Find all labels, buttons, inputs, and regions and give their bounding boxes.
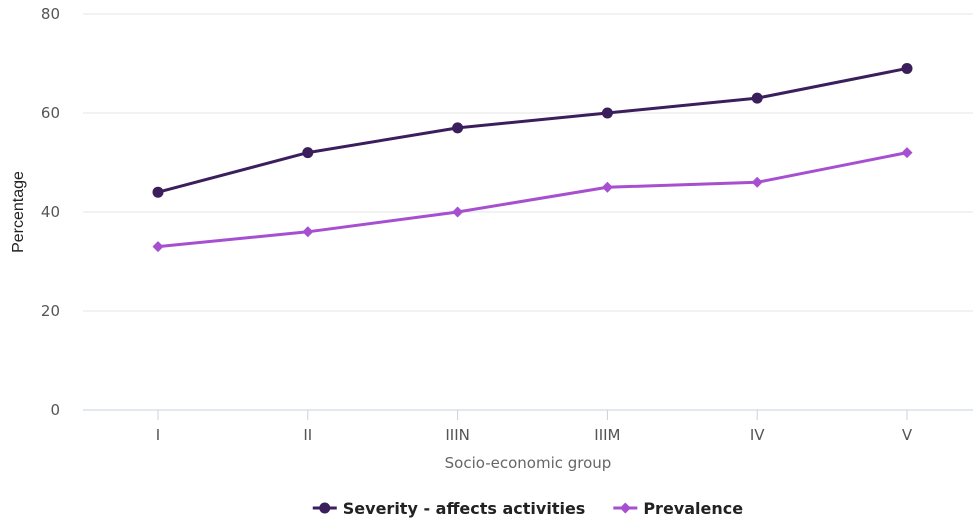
series-line — [156, 66, 909, 194]
x-tick-label: II — [303, 426, 312, 444]
data-point — [601, 181, 613, 193]
series-1 — [152, 62, 913, 198]
x-tick-label: IIIM — [594, 426, 620, 444]
legend-marker — [619, 502, 631, 514]
data-point — [601, 107, 613, 119]
y-tick-label: 60 — [41, 104, 60, 122]
series-line — [156, 151, 909, 249]
data-point — [302, 147, 314, 159]
y-tick-label: 0 — [50, 401, 60, 419]
legend-item: Prevalence — [613, 499, 743, 518]
data-point — [901, 147, 913, 159]
x-tick-label: IIIN — [445, 426, 470, 444]
legend-marker — [319, 502, 331, 514]
x-axis-ticks: I II IIIN IIIM IV V — [156, 410, 913, 444]
gridlines — [83, 13, 973, 312]
y-axis-ticks: 0 20 40 60 80 — [41, 5, 60, 419]
data-point — [452, 206, 464, 218]
y-tick-label: 80 — [41, 5, 60, 23]
series-2 — [152, 147, 913, 253]
x-tick-label: I — [156, 426, 160, 444]
legend-label: Prevalence — [643, 499, 743, 518]
y-axis-title: Percentage — [10, 171, 27, 253]
data-point — [302, 226, 314, 238]
legend-label: Severity - affects activities — [343, 499, 586, 518]
data-point — [452, 122, 464, 134]
data-point — [751, 92, 763, 104]
x-tick-label: V — [902, 426, 913, 444]
data-point — [901, 62, 913, 74]
x-axis-title: Socio-economic group — [445, 454, 612, 472]
legend: Severity - affects activities Prevalence — [312, 499, 743, 518]
data-point — [152, 186, 164, 198]
data-point — [152, 241, 164, 253]
series-group — [152, 62, 913, 253]
data-point — [751, 176, 763, 188]
y-tick-label: 40 — [41, 203, 60, 221]
legend-item: Severity - affects activities — [312, 499, 586, 518]
x-tick-label: IV — [750, 426, 765, 444]
y-tick-label: 20 — [41, 302, 60, 320]
